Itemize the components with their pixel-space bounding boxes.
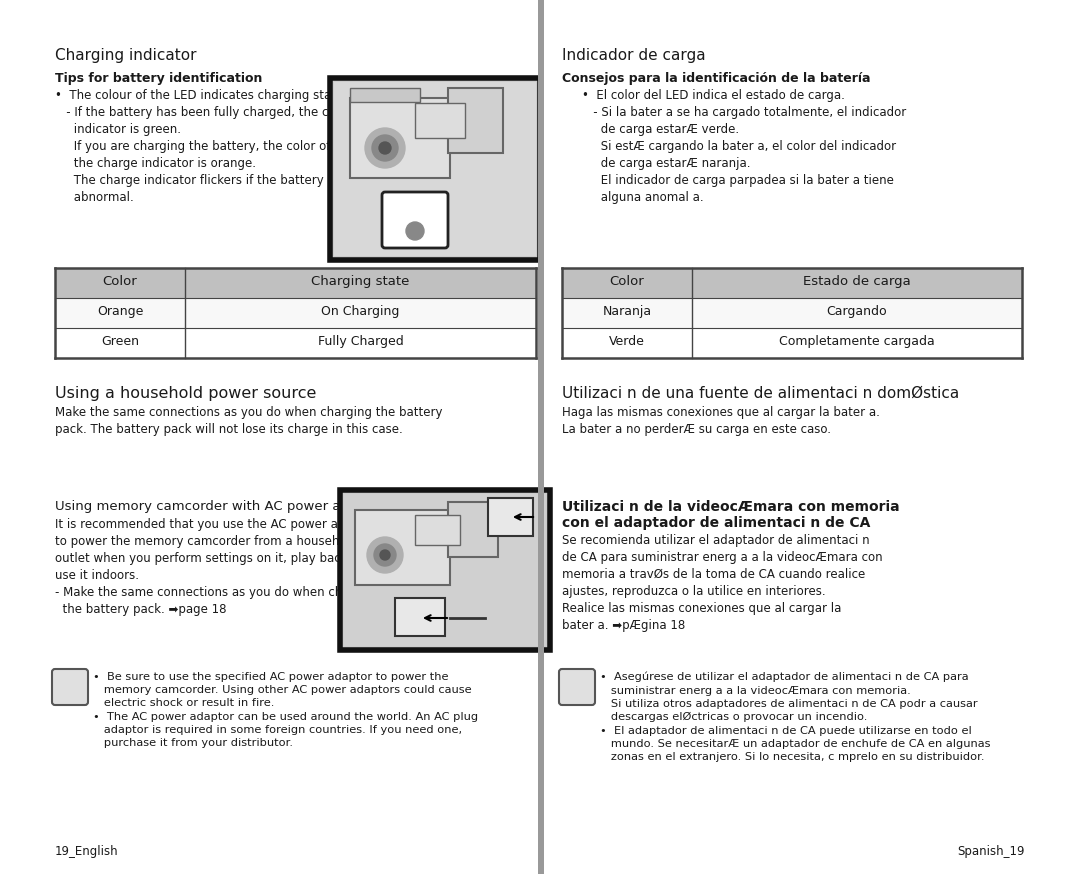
Text: Charging state: Charging state: [311, 275, 409, 288]
Bar: [345, 494, 546, 646]
Text: ✎: ✎: [62, 677, 78, 696]
Bar: [562, 268, 1022, 298]
Bar: [448, 88, 503, 153]
Bar: [355, 510, 450, 585]
Text: Cargando: Cargando: [826, 305, 888, 318]
Bar: [395, 598, 445, 636]
Bar: [415, 103, 465, 138]
Circle shape: [374, 544, 396, 566]
Text: It is recommended that you use the AC power adaptor
to power the memory camcorde: It is recommended that you use the AC po…: [55, 518, 380, 616]
Text: •  The colour of the LED indicates charging status.
   - If the battery has been: • The colour of the LED indicates chargi…: [55, 89, 363, 204]
Circle shape: [379, 142, 391, 154]
Text: On Charging: On Charging: [322, 305, 400, 318]
Text: Completamente cargada: Completamente cargada: [779, 335, 935, 348]
Bar: [562, 298, 1022, 328]
Text: Haga las mismas conexiones que al cargar la bater a.
La bater a no perderÆ su ca: Haga las mismas conexiones que al cargar…: [562, 406, 880, 436]
Circle shape: [406, 222, 424, 240]
Text: •  Be sure to use the specified AC power adaptor to power the
   memory camcorde: • Be sure to use the specified AC power …: [93, 672, 478, 748]
Text: CHG: CHG: [400, 205, 431, 219]
Bar: [415, 515, 460, 545]
Text: Green: Green: [102, 335, 139, 348]
Text: Fully Charged: Fully Charged: [318, 335, 403, 348]
Text: Utilizaci n de la videocÆmara con memoria: Utilizaci n de la videocÆmara con memori…: [562, 500, 900, 514]
Text: DC
IN: DC IN: [400, 606, 413, 627]
Text: Consejos para la identificación de la batería: Consejos para la identificación de la ba…: [562, 72, 870, 85]
Bar: [334, 82, 536, 256]
Bar: [562, 328, 1022, 358]
Text: Charging indicator: Charging indicator: [55, 48, 197, 63]
Text: Utilizaci n de una fuente de alimentaci n domØstica: Utilizaci n de una fuente de alimentaci …: [562, 386, 959, 401]
FancyBboxPatch shape: [559, 669, 595, 705]
Text: •  El color del LED indica el estado de carga.
   - Si la bater a se ha cargado : • El color del LED indica el estado de c…: [582, 89, 906, 204]
Text: Color: Color: [103, 275, 137, 288]
Circle shape: [380, 550, 390, 560]
Text: Indicador de carga: Indicador de carga: [562, 48, 705, 63]
FancyBboxPatch shape: [52, 669, 87, 705]
Bar: [538, 0, 544, 874]
Text: Naranja: Naranja: [603, 305, 651, 318]
Text: Se recomienda utilizar el adaptador de alimentaci n
de CA para suministrar energ: Se recomienda utilizar el adaptador de a…: [562, 534, 882, 632]
Text: Orange: Orange: [97, 305, 144, 318]
Text: Make the same connections as you do when charging the battery
pack. The battery : Make the same connections as you do when…: [55, 406, 443, 436]
Text: Estado de carga: Estado de carga: [804, 275, 910, 288]
Bar: [55, 328, 536, 358]
Circle shape: [372, 135, 399, 161]
Bar: [350, 88, 420, 102]
Circle shape: [367, 537, 403, 573]
Text: Tips for battery identification: Tips for battery identification: [55, 72, 262, 85]
Bar: [488, 498, 534, 536]
Text: •  Asegúrese de utilizar el adaptador de alimentaci n de CA para
   suministrar : • Asegúrese de utilizar el adaptador de …: [600, 672, 990, 762]
Bar: [340, 490, 550, 650]
FancyBboxPatch shape: [382, 192, 448, 248]
Text: Spanish_19: Spanish_19: [958, 845, 1025, 858]
Text: Color: Color: [609, 275, 645, 288]
Text: Using a household power source: Using a household power source: [55, 386, 316, 401]
Bar: [55, 298, 536, 328]
Bar: [55, 268, 536, 298]
Bar: [330, 78, 540, 260]
Text: Verde: Verde: [609, 335, 645, 348]
Circle shape: [365, 128, 405, 168]
Bar: [350, 98, 450, 178]
Text: Using memory camcorder with AC power adaptor: Using memory camcorder with AC power ada…: [55, 500, 384, 513]
Text: 19_English: 19_English: [55, 845, 119, 858]
Text: ✎: ✎: [569, 677, 585, 696]
Text: con el adaptador de alimentaci n de CA: con el adaptador de alimentaci n de CA: [562, 516, 870, 530]
Bar: [448, 502, 498, 557]
